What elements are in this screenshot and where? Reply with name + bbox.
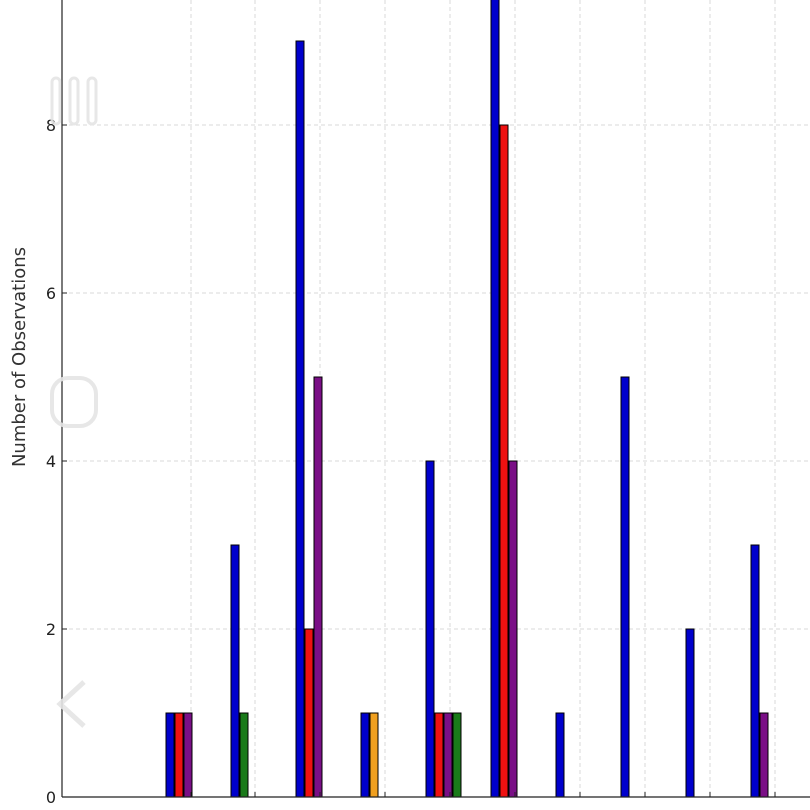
bar — [369, 712, 379, 798]
grid-lines — [62, 0, 810, 797]
y-tick-label: 2 — [46, 620, 56, 639]
pause-icon — [50, 76, 98, 126]
bar — [490, 0, 500, 798]
axes: 0 2 4 6 8 — [46, 0, 810, 807]
bar — [499, 124, 509, 798]
bar — [443, 712, 453, 798]
bar — [313, 376, 323, 798]
bar — [685, 628, 695, 798]
y-tick-label: 8 — [46, 116, 56, 135]
bar — [425, 460, 435, 798]
bar — [452, 712, 462, 798]
chevron-left-icon — [56, 680, 86, 728]
y-tick-label: 6 — [46, 284, 56, 303]
bar — [165, 712, 175, 798]
y-axis-label: Number of Observations — [9, 247, 30, 467]
bar — [750, 544, 760, 798]
bar — [620, 376, 630, 798]
bars-group — [165, 0, 769, 798]
bar — [174, 712, 184, 798]
bar — [555, 712, 565, 798]
bar — [508, 460, 518, 798]
bar — [295, 40, 305, 798]
y-tick-label: 4 — [46, 452, 56, 471]
bar — [183, 712, 193, 798]
bar — [434, 712, 444, 798]
bar — [304, 628, 314, 798]
bar — [230, 544, 240, 798]
bar — [239, 712, 249, 798]
bar — [759, 712, 769, 798]
bar — [360, 712, 370, 798]
circle-icon — [50, 376, 98, 428]
y-tick-label: 0 — [46, 788, 56, 807]
